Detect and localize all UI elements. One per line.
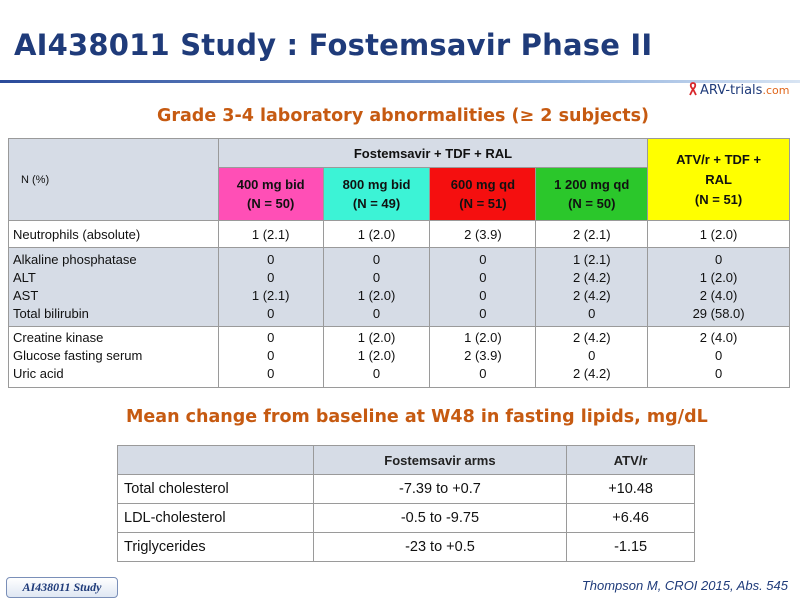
row-label: Total cholesterol bbox=[117, 474, 314, 504]
row-label: Triglycerides bbox=[117, 532, 314, 562]
table-cell: 2 (2.1) bbox=[535, 220, 649, 248]
row-labels: Alkaline phosphatase ALT AST Total bilirubi… bbox=[8, 247, 219, 327]
comparator-line3: (N = 51) bbox=[694, 191, 743, 207]
table-cell: 1 (2.1) bbox=[217, 220, 324, 248]
slide-title: AI438011 Study : Fostemsavir Phase II bbox=[14, 28, 653, 62]
table-cell: 1 (2.0) 2 (3.9) 0 bbox=[429, 326, 537, 388]
table-cell: +10.48 bbox=[566, 474, 695, 504]
row-label: Neutrophils (absolute) bbox=[8, 220, 219, 248]
lipids-header-row: Fostemsavir arms ATV/r bbox=[117, 445, 695, 475]
title-underline bbox=[0, 80, 800, 83]
row-labels: Creatine kinase Glucose fasting serum Uric… bbox=[8, 326, 219, 388]
arm-400mg-bid-header: 400 mg bid (N = 50) bbox=[217, 167, 324, 221]
citation: Thompson M, CROI 2015, Abs. 545 bbox=[581, 578, 788, 593]
arv-trials-logo: ARV-trials.com bbox=[688, 82, 789, 98]
lab-abnormalities-table: N (%) Fostemsavir + TDF + RAL ATV/r + TD… bbox=[8, 138, 790, 388]
table-row-liver-tests: Alkaline phosphatase ALT AST Total bilirubi… bbox=[8, 247, 790, 327]
comparator-line1: ATV/r + TDF + bbox=[676, 151, 762, 167]
fostemsavir-group-header: Fostemsavir + TDF + RAL bbox=[217, 138, 649, 168]
table-cell: -23 to +0.5 bbox=[312, 532, 568, 562]
table-cell: 2 (4.0) 0 0 bbox=[647, 326, 790, 388]
table-cell: 1 (2.0) 1 (2.0) 0 bbox=[322, 326, 431, 388]
header-atv-r: ATV/r bbox=[566, 445, 695, 475]
table-cell: 1 (2.1) 2 (4.2) 2 (4.2) 0 bbox=[535, 247, 649, 327]
logo-text: ARV-trials bbox=[700, 83, 763, 98]
table-row-total-cholesterol: Total cholesterol -7.39 to +0.7 +10.48 bbox=[117, 474, 695, 504]
header-fostemsavir-arms: Fostemsavir arms bbox=[312, 445, 568, 475]
lipids-table: Fostemsavir arms ATV/r Total cholesterol… bbox=[117, 445, 695, 562]
table-cell: 1 (2.0) bbox=[647, 220, 790, 248]
arm-800mg-bid-header: 800 mg bid (N = 49) bbox=[322, 167, 431, 221]
table-cell: 1 (2.0) bbox=[322, 220, 431, 248]
group-header-row: N (%) Fostemsavir + TDF + RAL ATV/r + TD… bbox=[8, 138, 790, 221]
study-tag: AI438011 Study bbox=[6, 577, 118, 598]
table-row-other-tests: Creatine kinase Glucose fasting serum Uric… bbox=[8, 326, 790, 388]
table-cell: -1.15 bbox=[566, 532, 695, 562]
logo-suffix: .com bbox=[762, 84, 790, 97]
table-row-neutrophils: Neutrophils (absolute) 1 (2.1) 1 (2.0) 2… bbox=[8, 220, 790, 248]
table-row-ldl-cholesterol: LDL-cholesterol -0.5 to -9.75 +6.46 bbox=[117, 503, 695, 533]
table-cell: -7.39 to +0.7 bbox=[312, 474, 568, 504]
row-label: LDL-cholesterol bbox=[117, 503, 314, 533]
header-cell-empty bbox=[117, 445, 314, 475]
table-cell: -0.5 to -9.75 bbox=[312, 503, 568, 533]
comparator-header: ATV/r + TDF + RAL (N = 51) bbox=[647, 138, 790, 221]
arm-1200mg-qd-header: 1 200 mg qd (N = 50) bbox=[535, 167, 649, 221]
lab-abnormalities-subtitle: Grade 3-4 laboratory abnormalities (≥ 2 … bbox=[157, 106, 649, 126]
red-ribbon-icon bbox=[689, 82, 697, 96]
n-percent-label: N (%) bbox=[8, 138, 219, 221]
table-cell: 2 (3.9) bbox=[429, 220, 537, 248]
table-cell: +6.46 bbox=[566, 503, 695, 533]
table-cell: 2 (4.2) 0 2 (4.2) bbox=[535, 326, 649, 388]
arm-600mg-qd-header: 600 mg qd (N = 51) bbox=[429, 167, 537, 221]
arm-header-row: 400 mg bid (N = 50) 800 mg bid (N = 49) 60… bbox=[9, 167, 790, 221]
table-row-triglycerides: Triglycerides -23 to +0.5 -1.15 bbox=[117, 532, 695, 562]
comparator-line2: RAL bbox=[705, 171, 732, 187]
lipids-subtitle: Mean change from baseline at W48 in fast… bbox=[126, 407, 708, 427]
